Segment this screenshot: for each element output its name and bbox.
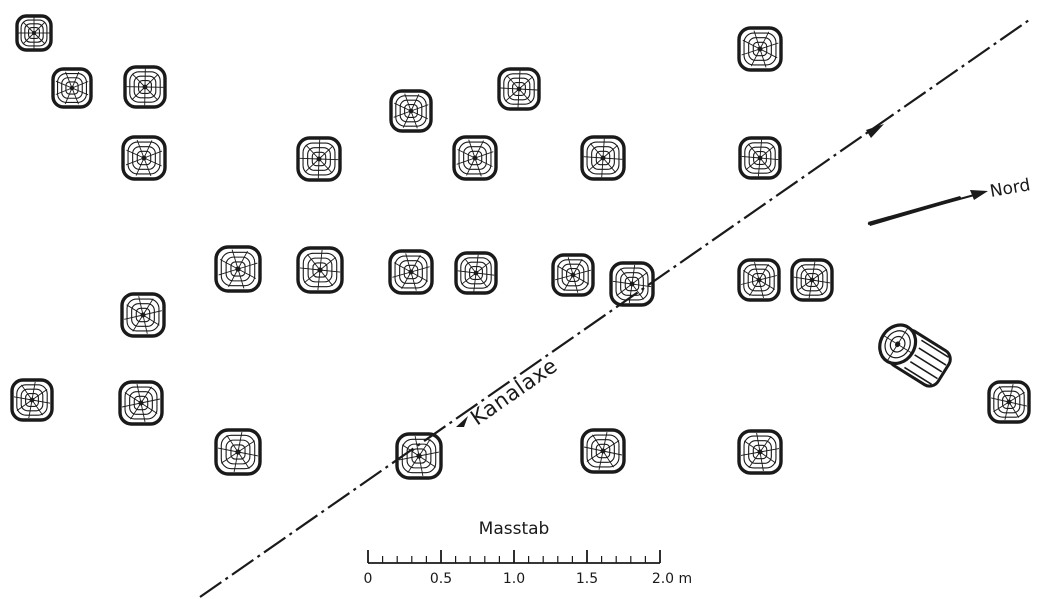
pile-cross-section-icon [987, 380, 1031, 424]
scale-tick-label-0: 0 [364, 571, 373, 587]
pile-cross-section-icon [120, 292, 166, 338]
pile-cross-section-icon [296, 246, 344, 294]
canal-axis-label: Kanalaxe [466, 353, 562, 430]
pile-cross-section-icon [580, 135, 626, 181]
north-label: Nord [988, 175, 1031, 202]
pile-cross-section-icon [737, 429, 783, 475]
scale-tick-label-1-0: 1.0 [503, 571, 525, 587]
pile-cross-section-icon [551, 253, 595, 297]
pile-cross-section-icon [452, 135, 498, 181]
pile-cross-section-icon [497, 67, 541, 111]
axis-arrow-lower-icon [456, 416, 468, 427]
pile-cross-section-icon [389, 89, 433, 133]
canal-axis: Kanalaxe [199, 17, 1033, 598]
north-arrow-icon: Nord [867, 175, 1032, 226]
pile-cross-section-icon [15, 14, 53, 52]
pile-cross-section-icon [214, 428, 262, 476]
pile-cross-section-icon [580, 428, 626, 474]
scale-title: Masstab [479, 519, 550, 539]
pile-cross-section-icon [454, 251, 498, 295]
pile-cross-section-icon [737, 26, 783, 72]
pile-cross-section-icon [123, 65, 167, 109]
pile-cross-section-icon [296, 136, 342, 182]
axis-arrow-upper-icon [866, 124, 884, 138]
pile-cross-section-icon [790, 258, 834, 302]
scale-tick-label-1-5: 1.5 [576, 571, 598, 587]
pile-cross-section-icon [10, 378, 54, 422]
fallen-log-icon [878, 323, 952, 388]
pile-cross-section-icon [121, 135, 167, 181]
pile-cross-section-icon [609, 261, 655, 307]
scale-bar: Masstab 0 0.5 1.0 1.5 2.0 m [364, 519, 693, 587]
pile-cross-section-icon [51, 67, 93, 109]
pile-cross-section-icon [118, 380, 164, 426]
pile-cross-section-icon [388, 249, 434, 295]
pile-cross-section-icon [737, 258, 781, 302]
pile-cross-section-icon [214, 245, 262, 293]
pile-cross-section-icon [738, 136, 782, 180]
scale-tick-label-2-0: 2.0 m [652, 571, 692, 587]
pile-field [10, 14, 1031, 480]
scale-tick-label-0-5: 0.5 [430, 571, 452, 587]
